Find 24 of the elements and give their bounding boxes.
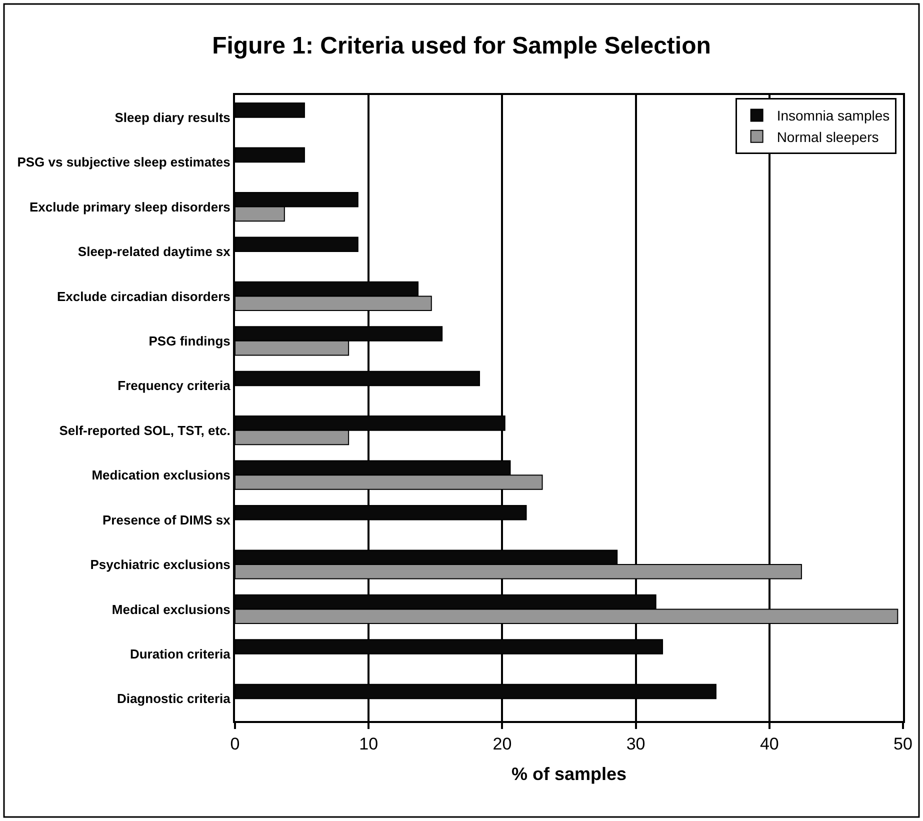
y-tick-label: Exclude primary sleep disorders xyxy=(30,199,230,214)
y-tick-label: Sleep-related daytime sx xyxy=(78,244,232,260)
x-tick-label: 10 xyxy=(359,734,378,754)
legend-label: Normal sleepers xyxy=(776,128,879,145)
y-tick-label: PSG findings xyxy=(148,333,230,348)
y-tick-label: PSG vs subjective sleep estimates xyxy=(17,154,230,170)
x-axis-title: % of samples xyxy=(511,764,627,784)
y-tick-label: Duration criteria xyxy=(130,646,232,662)
y-tick-label: Frequency criteria xyxy=(118,378,232,394)
x-tick-label: 40 xyxy=(760,734,779,754)
chart-title: Figure 1: Criteria used for Sample Selection xyxy=(212,32,711,60)
x-tick-label: 50 xyxy=(894,734,912,754)
y-tick-label: Exclude circadian disorders xyxy=(56,288,230,304)
y-tick-label: Psychiatric exclusions xyxy=(90,557,230,572)
y-tick-label: Medical exclusions xyxy=(112,602,230,617)
x-tick-label: 30 xyxy=(626,734,646,754)
legend-label: Insomnia samples xyxy=(776,108,890,124)
x-tick-label: 0 xyxy=(230,734,240,754)
x-tick-label: 20 xyxy=(492,734,512,754)
y-tick-label: Self-reported SOL, TST, etc. xyxy=(59,422,230,438)
y-tick-label: Diagnostic criteria xyxy=(116,691,232,706)
y-tick-label: Presence of DIMS sx xyxy=(102,512,232,528)
y-tick-label: Sleep diary results xyxy=(114,110,230,125)
y-tick-label: Medication exclusions xyxy=(92,468,230,483)
